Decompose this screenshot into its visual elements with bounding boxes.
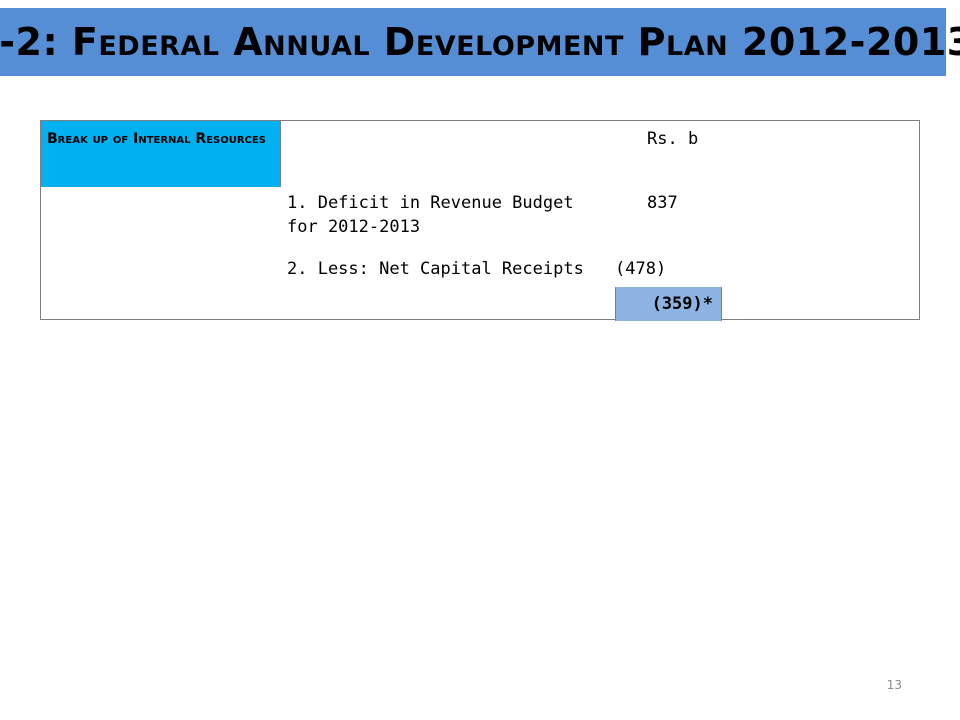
row-value-capital-receipts: (478) <box>615 259 667 279</box>
column-divider <box>280 121 281 187</box>
row-label-capital-receipts: 2. Less: Net Capital Receipts <box>287 259 584 279</box>
title-bar: 3-2: Federal Annual Development Plan 201… <box>0 8 960 76</box>
page-number: 13 <box>886 678 902 692</box>
slide-title: 3-2: Federal Annual Development Plan 201… <box>0 20 960 64</box>
total-value-cell: (359)* <box>615 287 722 321</box>
unit-label: Rs. b <box>647 129 699 149</box>
internal-resources-table: Break up of Internal Resources Rs. b 1. … <box>40 120 920 321</box>
table-header-cell: Break up of Internal Resources <box>41 121 281 187</box>
row-label-deficit: 1. Deficit in Revenue Budget for 2012-20… <box>287 193 584 237</box>
row-value-deficit: 837 <box>647 193 678 213</box>
